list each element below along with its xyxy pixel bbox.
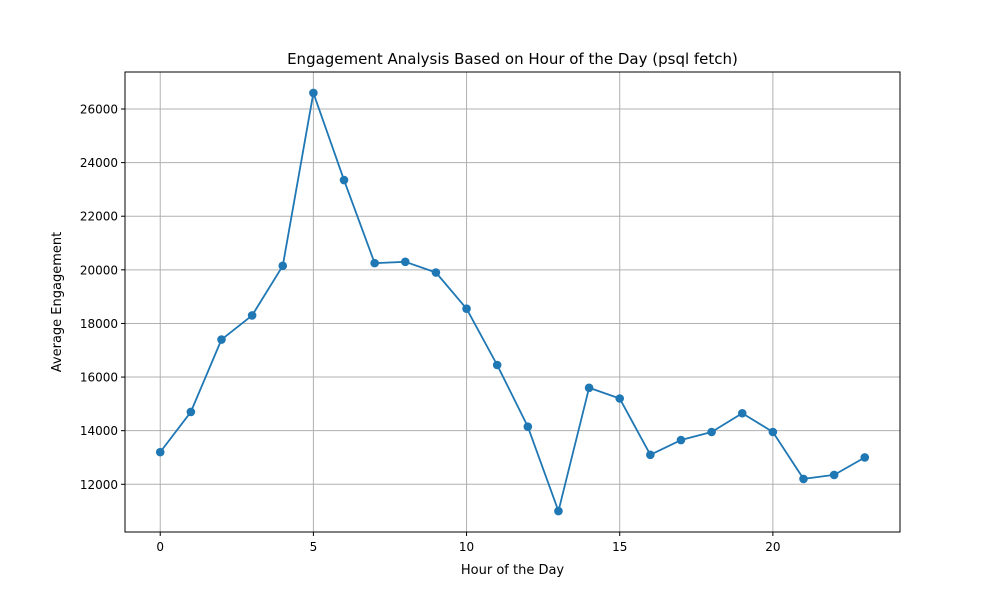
data-point (278, 261, 288, 271)
series-layer (155, 88, 870, 516)
data-point (492, 360, 502, 370)
data-point (615, 394, 625, 403)
x-tick-label: 20 (765, 540, 780, 554)
data-point (860, 453, 870, 462)
data-point (676, 435, 686, 445)
data-point (584, 383, 594, 393)
data-point (768, 427, 778, 437)
data-point (400, 257, 410, 267)
y-tick-label: 26000 (80, 102, 118, 116)
data-point (707, 427, 716, 437)
data-point (523, 422, 533, 431)
y-tick-label: 16000 (80, 371, 118, 385)
x-axis-label: Hour of the Day (461, 563, 565, 578)
data-point (309, 88, 318, 98)
y-tick-label: 24000 (80, 156, 118, 170)
data-point (462, 304, 471, 314)
data-point (339, 175, 349, 185)
data-point (217, 335, 226, 344)
y-tick-label: 20000 (80, 263, 118, 277)
y-axis-label: Average Engagement (50, 232, 65, 372)
data-point (186, 407, 196, 417)
y-tick-label: 12000 (80, 478, 118, 492)
data-point (554, 506, 563, 516)
data-point (829, 470, 839, 480)
data-point (737, 408, 747, 418)
series-line (159, 92, 866, 512)
grid-lines (125, 72, 900, 532)
x-tick-label: 15 (612, 540, 627, 554)
data-point (247, 311, 257, 320)
chart-title: Engagement Analysis Based on Hour of the… (287, 50, 738, 68)
data-point (646, 450, 655, 460)
data-point (370, 258, 379, 268)
x-tick-label: 5 (310, 540, 318, 554)
y-tick-label: 14000 (80, 424, 118, 438)
y-tick-label: 22000 (80, 210, 118, 224)
data-point (431, 268, 441, 277)
x-tick-label: 10 (459, 540, 474, 554)
data-point (799, 474, 808, 484)
x-tick-label: 0 (156, 540, 164, 554)
y-tick-label: 18000 (80, 317, 118, 331)
data-point (155, 447, 165, 457)
plot-area-frame (124, 71, 901, 533)
axis-ticks: 0 5 10 15 20 12000 14000 16000 18000 20000 22000 24… (80, 102, 781, 554)
